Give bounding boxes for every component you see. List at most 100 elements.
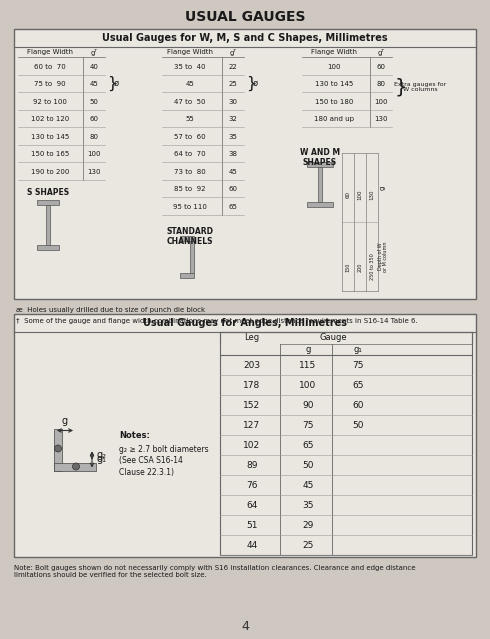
- Text: 64 to  70: 64 to 70: [174, 151, 206, 157]
- Text: 130: 130: [369, 189, 374, 199]
- Text: 45: 45: [90, 81, 98, 87]
- Text: 130 to 145: 130 to 145: [31, 134, 69, 140]
- Text: 130: 130: [374, 116, 388, 122]
- Text: g: g: [380, 185, 386, 190]
- Text: †  Some of the gauge and flange width combinations may not meet edge distance re: † Some of the gauge and flange width com…: [16, 318, 418, 324]
- Text: 127: 127: [244, 420, 261, 429]
- Text: 50: 50: [90, 98, 98, 105]
- Text: 4: 4: [241, 620, 249, 633]
- Text: 44: 44: [246, 541, 258, 550]
- Text: 60 to  70: 60 to 70: [34, 64, 66, 70]
- Text: 51: 51: [246, 521, 258, 530]
- Text: 150 to 165: 150 to 165: [31, 151, 69, 157]
- Text: 60: 60: [90, 116, 98, 122]
- Text: }: }: [246, 75, 256, 91]
- Text: 25: 25: [229, 81, 237, 87]
- Text: 89: 89: [246, 461, 258, 470]
- Text: 38: 38: [228, 151, 238, 157]
- Text: æ  Holes usually drilled due to size of punch die block: æ Holes usually drilled due to size of p…: [16, 307, 205, 313]
- Bar: [307, 202, 333, 207]
- Text: 45: 45: [186, 81, 195, 87]
- Text: 180 and up: 180 and up: [314, 116, 354, 122]
- Bar: [46, 205, 50, 245]
- Bar: [220, 332, 472, 555]
- Text: 115: 115: [299, 360, 317, 369]
- Text: 73 to  80: 73 to 80: [174, 169, 206, 174]
- Text: 35: 35: [228, 134, 238, 140]
- Text: 178: 178: [244, 380, 261, 390]
- Bar: [307, 162, 333, 167]
- Text: 60: 60: [345, 191, 350, 198]
- Text: 50: 50: [352, 420, 364, 429]
- Text: W AND M
SHAPES: W AND M SHAPES: [300, 148, 340, 167]
- Text: Notes:: Notes:: [119, 431, 150, 440]
- Text: 45: 45: [302, 481, 314, 489]
- Text: g₂: g₂: [96, 450, 106, 461]
- Bar: [180, 236, 194, 241]
- Text: 100: 100: [358, 189, 363, 199]
- Text: Clause 22.3.1): Clause 22.3.1): [119, 468, 174, 477]
- Bar: [54, 463, 96, 470]
- Text: 75: 75: [352, 360, 364, 369]
- Text: Usual Gauges for W, M, S and C Shapes, Millimetres: Usual Gauges for W, M, S and C Shapes, M…: [102, 33, 388, 43]
- Text: 60: 60: [352, 401, 364, 410]
- Text: }: }: [395, 77, 408, 96]
- Text: 60: 60: [376, 64, 386, 70]
- Text: 80: 80: [90, 134, 98, 140]
- Text: ø: ø: [114, 79, 119, 88]
- Text: (See CSA S16-14: (See CSA S16-14: [119, 456, 183, 465]
- Text: gᵀ: gᵀ: [229, 49, 237, 56]
- Text: USUAL GAUGES: USUAL GAUGES: [185, 10, 305, 24]
- Text: 22: 22: [229, 64, 237, 70]
- Text: }: }: [107, 75, 117, 91]
- Text: S SHAPES: S SHAPES: [27, 189, 69, 197]
- Text: 102 to 120: 102 to 120: [31, 116, 69, 122]
- Circle shape: [54, 445, 62, 452]
- Text: Leg: Leg: [245, 332, 260, 341]
- Text: Flange Width: Flange Width: [167, 49, 213, 55]
- Text: 47 to  50: 47 to 50: [174, 98, 206, 105]
- Text: 130: 130: [87, 169, 101, 174]
- Text: ø: ø: [253, 79, 258, 88]
- Text: 25: 25: [302, 541, 314, 550]
- Text: Extra gauges for
W columns: Extra gauges for W columns: [394, 82, 446, 93]
- Text: 65: 65: [352, 380, 364, 390]
- Bar: [37, 245, 59, 250]
- Text: 64: 64: [246, 500, 258, 509]
- Text: 100: 100: [87, 151, 101, 157]
- Text: 102: 102: [244, 440, 261, 449]
- Text: 55: 55: [186, 116, 195, 122]
- Text: 57 to  60: 57 to 60: [174, 134, 206, 140]
- Text: Flange Width: Flange Width: [27, 49, 73, 55]
- Text: 32: 32: [228, 116, 238, 122]
- Text: 85 to  92: 85 to 92: [174, 186, 206, 192]
- Bar: [37, 200, 59, 205]
- Text: g: g: [62, 417, 68, 426]
- Text: 150 to 180: 150 to 180: [315, 98, 353, 105]
- Text: gᵀ: gᵀ: [91, 49, 98, 56]
- Bar: [180, 273, 194, 278]
- Text: STANDARD
CHANNELS: STANDARD CHANNELS: [167, 227, 214, 246]
- Text: Flange Width: Flange Width: [311, 49, 357, 55]
- Text: 35 to  40: 35 to 40: [174, 64, 206, 70]
- Text: 100: 100: [374, 98, 388, 105]
- Text: g: g: [305, 345, 311, 354]
- Text: 65: 65: [228, 204, 238, 210]
- Text: g₂ ≥ 2.7 bolt diameters: g₂ ≥ 2.7 bolt diameters: [119, 445, 209, 454]
- Text: Depth of W
or M column: Depth of W or M column: [378, 242, 389, 272]
- Text: g₁: g₁: [96, 454, 106, 465]
- Text: 30: 30: [228, 98, 238, 105]
- Text: 190 to 200: 190 to 200: [31, 169, 69, 174]
- Text: 250 to 350: 250 to 350: [369, 254, 374, 281]
- Bar: [14, 314, 476, 557]
- Text: 152: 152: [244, 401, 261, 410]
- Bar: [14, 29, 476, 299]
- Text: g₁: g₁: [354, 345, 363, 354]
- Text: 90: 90: [302, 401, 314, 410]
- Bar: [54, 429, 62, 470]
- Circle shape: [73, 463, 79, 470]
- Text: 65: 65: [302, 440, 314, 449]
- Text: Gauge: Gauge: [319, 333, 347, 342]
- Bar: [190, 241, 194, 273]
- Bar: [318, 167, 322, 202]
